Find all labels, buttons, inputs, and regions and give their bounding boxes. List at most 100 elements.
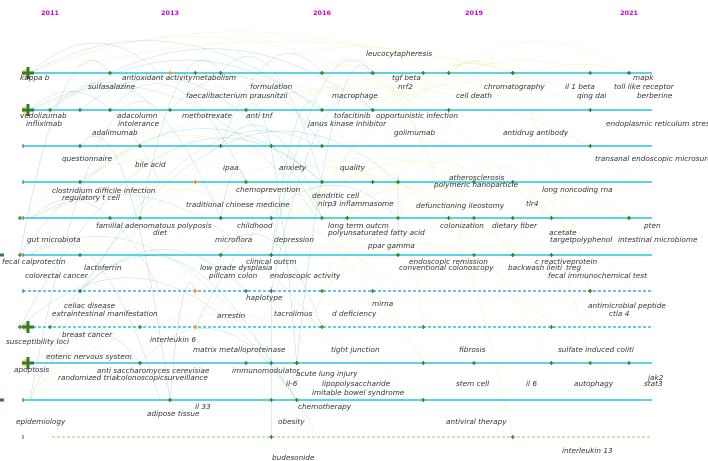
keyword-label-tgf-beta: tgf beta [392,73,421,82]
keyword-label-gut-microbiota: gut microbiota [27,235,81,244]
keyword-node [320,71,324,75]
keyword-label-tight-junction: tight junction [331,345,380,354]
keyword-label-stem-cell: stem cell [456,379,489,388]
co-occurrence-arc [321,58,449,219]
keyword-label-sulfasalazine: sulfasalazine [88,82,136,91]
keyword-label-endoplasmic-reticulum-stress: endoplasmic reticulum stress [606,119,708,128]
keyword-label-d-deficiency: d deficiency [332,309,377,318]
keyword-label-mirna: mirna [372,299,393,308]
keyword-label-faecalibacterium-prausnitzii: faecalibacterium prausnitzii [186,91,288,100]
keyword-node [421,361,426,365]
co-occurrence-arc [29,183,638,401]
keyword-node [193,325,198,329]
keyword-label-enteric-nervous-system: enteric nervous system [46,352,132,361]
keyword-label-imitable-bowel-syndrome: imitable bowel syndrome [312,388,405,397]
keyword-label-janus-kinase-inhibitor: janus kinase inhibitor [307,119,387,128]
keyword-node [78,144,82,148]
keyword-label-golimumab: golimumab [394,128,435,137]
co-occurrence-arc [29,40,319,111]
keyword-label-susceptibility-loci: susceptibility loci [6,337,69,346]
keyword-label-methotrexate: methotrexate [182,111,233,120]
keyword-label-opportunistic-infection: opportunistic infection [376,111,458,120]
keyword-node [320,108,324,112]
co-occurrence-arc [79,85,591,183]
co-occurrence-arc [169,282,196,401]
keyword-node [549,361,554,365]
keyword-label-ppar-gamma: ppar gamma [367,241,415,250]
keyword-node [138,325,142,329]
co-occurrence-arc [296,64,373,364]
year-label-2021: 2021 [620,9,639,17]
keyword-label-adipose-tissue: adipose tissue [147,409,200,418]
keyword-node [627,216,631,220]
keyword-node [108,71,112,75]
keyword-label-polyunsaturated-fatty-acid: polyunsaturated fatty acid [327,228,425,237]
arcs-layer [19,31,638,438]
keyword-label-fibrosis: fibrosis [459,345,486,354]
keyword-label-leucocytapheresis: leucocytapheresis [366,49,432,58]
keyword-node [446,71,451,75]
co-occurrence-arc [49,81,221,219]
co-occurrence-arc [109,48,373,111]
co-occurrence-arc [19,314,424,401]
keyword-node [168,71,172,75]
year-label-2019: 2019 [465,9,484,17]
co-occurrence-arc [220,233,323,328]
keyword-label-clostridium-difficile-infection: clostridium difficile infection [52,186,156,195]
keyword-label-randomized-trial: randomized trial [58,373,118,382]
co-occurrence-arc [271,96,373,292]
keyword-node [78,253,82,257]
keyword-node [472,253,476,257]
co-occurrence-arc [79,130,399,292]
keyword-node [108,216,112,220]
keyword-label-interleukin-6: interleukin 6 [150,335,196,344]
keyword-node [510,253,515,257]
keyword-label-il-6: il 6 [526,379,537,388]
co-occurrence-arc [220,55,323,183]
keyword-node [22,67,34,79]
keyword-node [138,216,142,220]
keyword-label-antioxidant-activity: antioxidant activity [122,73,193,82]
keyword-label-questionnaire: questionnaire [62,154,113,163]
co-occurrence-arc [79,135,171,401]
co-occurrence-arc [19,128,323,256]
keyword-label-qing-dai: qing dai [577,91,606,100]
keyword-label-formulation: formulation [250,82,293,91]
co-occurrence-arc [220,124,323,219]
keyword-node [269,289,274,293]
year-label-2013: 2013 [161,9,179,17]
keyword-node [510,216,515,220]
co-occurrence-arc [79,165,630,364]
keyword-node [0,398,4,402]
keyword-node [549,253,554,257]
keyword-label-matrix-metalloproteinase: matrix metalloproteinase [193,345,286,354]
keyword-node [446,108,451,112]
co-occurrence-arc [321,61,513,292]
keyword-node [627,361,631,365]
keyword-node [48,108,52,112]
keyword-label-fecal-calprotectin: fecal calprotectin [2,257,66,266]
keyword-label-berberine: berberine [637,91,673,100]
keyword-label-vedolizumab: vedolizumab [20,111,67,120]
co-occurrence-arc [397,160,475,219]
keyword-label-clinical-outcm: clinical outcm [246,257,297,266]
co-occurrence-arc [29,188,477,364]
co-occurrence-arc [271,59,591,256]
keyword-node [396,180,400,184]
keyword-node [510,71,515,75]
keyword-node [472,216,476,220]
keyword-label-lactoferrin: lactoferrin [84,263,122,272]
keyword-label-immunomodulator: immunomodulator [232,366,301,375]
keyword-label-long-noncoding-rna: long noncoding rna [542,185,613,194]
keyword-label-nrf2: nrf2 [398,82,413,91]
keyword-node [370,289,375,293]
keyword-node [588,361,593,365]
keyword-label-il-1-beta: il 1 beta [565,82,595,91]
keyword-node [549,325,554,329]
keyword-label-adalimumab: adalimumab [92,128,138,137]
keyword-node [218,216,223,220]
co-occurrence-arc [29,100,161,401]
keyword-label-diet: diet [153,228,168,237]
